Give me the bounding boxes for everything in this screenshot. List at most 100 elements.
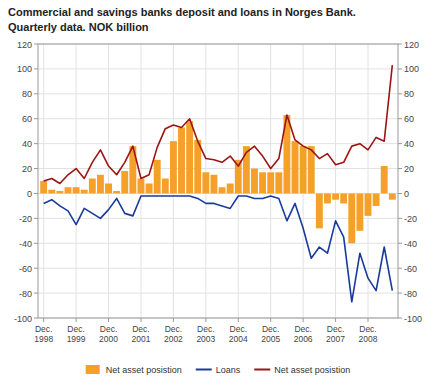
- x-tick-label: Dec.2003: [196, 324, 215, 344]
- bar: [40, 181, 47, 193]
- y-grid-line: [38, 168, 398, 169]
- x-tick-label-line: 2000: [99, 334, 118, 344]
- x-tick-label-line: Dec.: [359, 324, 376, 334]
- x-tick-label: Dec.1998: [34, 324, 53, 344]
- y-tick: [34, 168, 38, 169]
- y2-tick: [398, 118, 402, 119]
- x-tick-label-line: Dec.: [262, 324, 279, 334]
- y-grid-line: [38, 268, 398, 269]
- bar: [48, 190, 55, 194]
- y-grid-line: [38, 118, 398, 119]
- bar: [275, 172, 282, 193]
- y2-tick-label: 80: [404, 89, 414, 99]
- y2-tick-label: -60: [404, 264, 417, 274]
- bar: [89, 179, 96, 194]
- bar: [292, 141, 299, 193]
- y2-tick-label: 40: [404, 139, 414, 149]
- x-tick-label-line: 1998: [34, 334, 53, 344]
- bar: [381, 166, 388, 193]
- x-tick-label-line: Dec.: [35, 324, 52, 334]
- chart: Commercial and savings banks deposit and…: [0, 0, 436, 391]
- bar: [170, 141, 177, 193]
- x-tick-label-line: Dec.: [100, 324, 117, 334]
- bar: [202, 172, 209, 193]
- x-tick: [238, 318, 239, 322]
- x-tick-label-line: Dec.: [197, 324, 214, 334]
- bar: [97, 175, 104, 194]
- y-tick: [34, 318, 38, 319]
- title: Commercial and savings banks deposit and…: [8, 6, 356, 18]
- bar: [73, 187, 80, 193]
- y-tick-label: -60: [19, 264, 32, 274]
- y2-tick-label: 20: [404, 164, 414, 174]
- bar: [81, 190, 88, 194]
- legend-swatch: [86, 365, 100, 374]
- axes: -100-80-60-40-20020406080100120-100-80-6…: [14, 40, 422, 345]
- line: [44, 65, 393, 183]
- y2-tick-label: -100: [404, 314, 422, 324]
- bar: [251, 169, 258, 194]
- x-tick-label-line: 2007: [326, 334, 345, 344]
- bar: [348, 193, 355, 243]
- bar: [146, 183, 153, 193]
- bar: [332, 193, 339, 199]
- y-grid-line: [38, 143, 398, 144]
- y2-tick: [398, 243, 402, 244]
- bar: [267, 172, 274, 193]
- y-tick-label: 40: [22, 139, 32, 149]
- y2-tick: [398, 168, 402, 169]
- bar: [105, 183, 112, 193]
- legend-label: Loans: [216, 365, 241, 375]
- x-tick-label-line: 2001: [132, 334, 151, 344]
- bar: [113, 191, 120, 193]
- line: [44, 196, 393, 302]
- x-tick: [335, 318, 336, 322]
- y2-tick-label: 100: [404, 64, 419, 74]
- x-tick-label-line: Dec.: [67, 324, 84, 334]
- x-tick-label: Dec.2001: [132, 324, 151, 344]
- legend-item: Net asset posistion: [254, 365, 350, 375]
- x-tick-label-line: Dec.: [132, 324, 149, 334]
- bar: [365, 193, 372, 215]
- bar: [300, 146, 307, 193]
- x-tick: [173, 318, 174, 322]
- y2-tick: [398, 293, 402, 294]
- x-tick: [270, 318, 271, 322]
- legend: Net asset posistion Loans Net asset posist…: [86, 365, 351, 375]
- data-marks: [40, 65, 396, 302]
- y-tick: [34, 293, 38, 294]
- y-tick: [34, 218, 38, 219]
- x-tick: [76, 318, 77, 322]
- y2-tick: [398, 318, 402, 319]
- y2-tick-label: -80: [404, 289, 417, 299]
- subtitle: Quarterly data. NOK billion: [8, 21, 149, 33]
- bar: [178, 127, 185, 193]
- y2-tick-label: -40: [404, 239, 417, 249]
- y-tick-label: -80: [19, 289, 32, 299]
- x-tick: [205, 318, 206, 322]
- bar: [186, 121, 193, 193]
- bar: [227, 183, 234, 193]
- x-tick-label-line: Dec.: [165, 324, 182, 334]
- y2-tick: [398, 93, 402, 94]
- legend-item: Net asset posistion: [86, 365, 182, 375]
- bar: [219, 187, 226, 193]
- bar: [340, 193, 347, 203]
- bar: [356, 193, 363, 230]
- x-grid-line: [335, 44, 336, 318]
- bar: [324, 193, 331, 203]
- y2-tick: [398, 268, 402, 269]
- bar: [373, 193, 380, 205]
- x-tick-label: Dec.2004: [229, 324, 248, 344]
- bar: [211, 175, 218, 194]
- x-tick-label-line: 2008: [359, 334, 378, 344]
- bar: [389, 193, 396, 199]
- bar: [154, 160, 161, 194]
- y-tick-label: -100: [14, 314, 32, 324]
- y-grid-line: [38, 68, 398, 69]
- x-tick-label-line: 2005: [261, 334, 280, 344]
- x-tick-label: Dec.2006: [294, 324, 313, 344]
- y2-tick-label: 0: [404, 189, 409, 199]
- y2-tick-label: -20: [404, 214, 417, 224]
- y2-tick: [398, 44, 402, 45]
